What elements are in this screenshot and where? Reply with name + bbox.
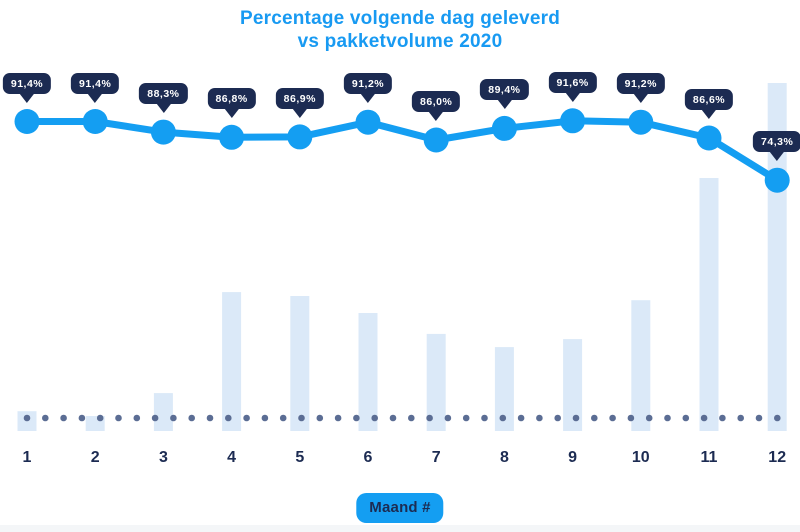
bottom-strip (0, 525, 800, 532)
line-point (14, 109, 40, 134)
volume-bars (17, 83, 787, 431)
baseline-dot (517, 414, 525, 422)
baseline-dot (151, 414, 159, 422)
x-axis-tick: 1 (22, 449, 32, 466)
baseline-dot (78, 414, 86, 422)
baseline-dot (225, 414, 232, 422)
baseline-dot (554, 414, 561, 422)
volume-bar (494, 347, 514, 431)
line-point (423, 127, 449, 153)
baseline-dot (774, 414, 781, 422)
baseline-dot (316, 414, 324, 422)
volume-bar (153, 393, 173, 431)
baseline-dot (353, 414, 360, 422)
line-point (628, 109, 654, 135)
baseline-dot (261, 414, 269, 422)
volume-bar (699, 178, 719, 431)
x-axis-tick: 11 (700, 449, 718, 466)
baseline-dot (389, 414, 397, 422)
x-axis-tick: 12 (768, 449, 787, 466)
baseline-dot (627, 414, 635, 422)
x-axis-tick: 2 (90, 449, 100, 466)
baseline-dot (23, 414, 31, 422)
baseline-dot (298, 414, 305, 422)
line-point (696, 125, 722, 151)
data-label-tooltip: 91,6% (548, 71, 597, 93)
baseline-dot (462, 414, 470, 422)
baseline-dot (115, 414, 122, 422)
line-point (764, 167, 790, 193)
baseline-dot (737, 414, 744, 422)
data-label-tooltip: 86,8% (207, 88, 256, 110)
baseline-dot (572, 414, 580, 422)
baseline-dot (591, 414, 598, 422)
line-point (219, 124, 245, 150)
baseline-dot (42, 414, 49, 422)
dotted-baseline (23, 414, 781, 422)
baseline-dot (499, 414, 507, 422)
x-axis-tick: 6 (363, 449, 373, 466)
baseline-dot (426, 414, 433, 422)
baseline-dot (609, 414, 616, 422)
baseline-dot (133, 414, 141, 422)
baseline-dot (664, 414, 671, 422)
chart-title-line1: Percentage volgende dag geleverd (239, 8, 560, 29)
volume-bar (222, 292, 242, 431)
baseline-dot (279, 414, 287, 422)
x-axis-tick: 5 (295, 449, 305, 466)
baseline-dot (188, 414, 195, 422)
data-label-tooltip: 91,4% (2, 72, 52, 94)
x-axis-tick: 9 (568, 449, 578, 466)
baseline-dot (170, 414, 177, 422)
percentage-line-series (14, 108, 790, 193)
data-label-tooltip: 91,4% (71, 72, 120, 94)
baseline-dot (444, 414, 452, 422)
percentage-line (23, 117, 781, 184)
x-axis-tick: 8 (499, 449, 509, 466)
x-axis-tick: 3 (158, 449, 168, 466)
data-label-tooltip: 74,3% (753, 131, 800, 153)
baseline-dot (243, 414, 250, 422)
baseline-dot (645, 414, 653, 422)
data-label-tooltip: 91,2% (616, 73, 665, 95)
volume-bar (631, 300, 651, 431)
volume-bar (290, 296, 310, 431)
data-label-tooltip: 91,2% (343, 73, 393, 95)
baseline-dot (536, 414, 543, 422)
x-axis-tick: 7 (431, 449, 441, 466)
line-point (287, 124, 313, 150)
volume-bar (426, 333, 446, 431)
baseline-dot (408, 414, 415, 422)
chart-title-line2: vs pakketvolume 2020 (297, 31, 503, 52)
baseline-dot (700, 414, 708, 422)
baseline-dot (682, 414, 690, 422)
data-label-tooltip: 86,0% (412, 91, 461, 113)
data-label-tooltip: 86,9% (275, 87, 324, 109)
volume-bar (563, 339, 583, 431)
line-point (82, 109, 108, 134)
baseline-dot (371, 414, 379, 422)
data-label-tooltip: 86,6% (684, 88, 734, 110)
baseline-dot (334, 414, 342, 422)
line-point (355, 109, 381, 135)
volume-bar (358, 313, 378, 431)
x-axis-tick: 10 (631, 449, 650, 466)
baseline-dot (206, 414, 214, 422)
x-axis-label-badge: Maand # (356, 493, 444, 523)
baseline-dot (481, 414, 488, 422)
baseline-dot (60, 414, 67, 422)
chart-title: Percentage volgende dag geleverd vs pakk… (0, 7, 800, 53)
data-label-tooltip: 89,4% (480, 79, 529, 101)
x-axis-tick: 4 (227, 449, 237, 466)
line-point (150, 119, 176, 145)
baseline-dot (755, 414, 763, 422)
data-label-tooltip: 88,3% (139, 83, 188, 105)
line-point (491, 115, 517, 141)
baseline-dot (96, 414, 104, 422)
line-point (560, 108, 586, 134)
baseline-dot (719, 414, 726, 422)
